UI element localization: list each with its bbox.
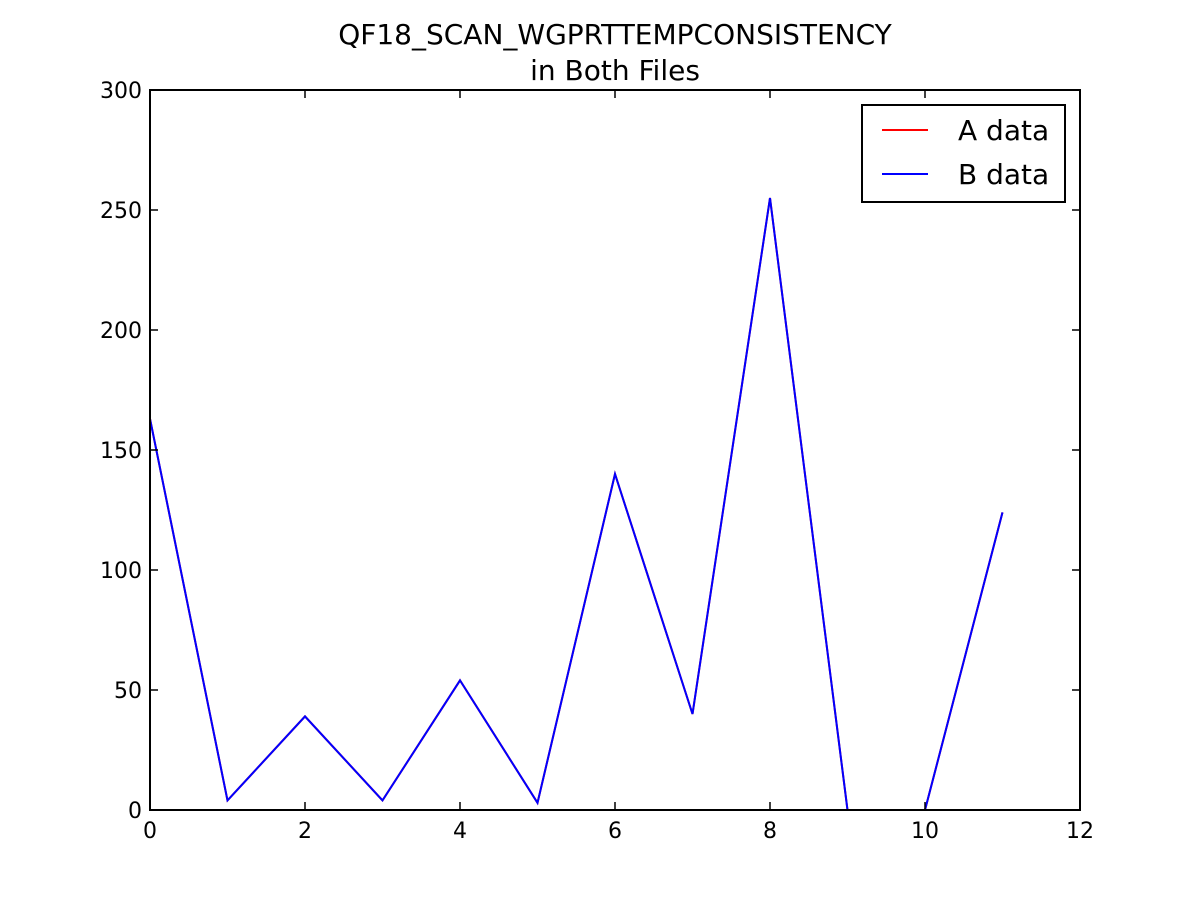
tick-layer: 0 2 4 6 8 10 12 0 50 100 150 200 250 300 [100, 79, 1094, 844]
plot-frame [149, 89, 1081, 811]
x-tick-label-2: 2 [298, 819, 312, 844]
y-tick-label-150: 150 [100, 439, 142, 464]
chart-title-line-2: in Both Files [530, 54, 700, 87]
y-tick-label-300: 300 [100, 79, 142, 104]
x-tick-label-4: 4 [453, 819, 467, 844]
x-tick-label-0: 0 [143, 819, 157, 844]
chart-title-line-1: QF18_SCAN_WGPRTTEMPCONSISTENCY [338, 18, 892, 51]
x-tick-label-10: 10 [911, 819, 939, 844]
y-tick-label-250: 250 [100, 199, 142, 224]
y-tick-label-200: 200 [100, 319, 142, 344]
x-tick-label-12: 12 [1066, 819, 1094, 844]
legend: A data B data [861, 104, 1066, 203]
y-tick-label-0: 0 [128, 799, 142, 824]
y-tick-label-100: 100 [100, 559, 142, 584]
x-tick-label-8: 8 [763, 819, 777, 844]
x-tick-label-6: 6 [608, 819, 622, 844]
legend-box [861, 104, 1066, 203]
legend-label-b-data: B data [958, 158, 1049, 191]
y-tick-label-50: 50 [114, 679, 142, 704]
legend-label-a-data: A data [958, 114, 1049, 147]
